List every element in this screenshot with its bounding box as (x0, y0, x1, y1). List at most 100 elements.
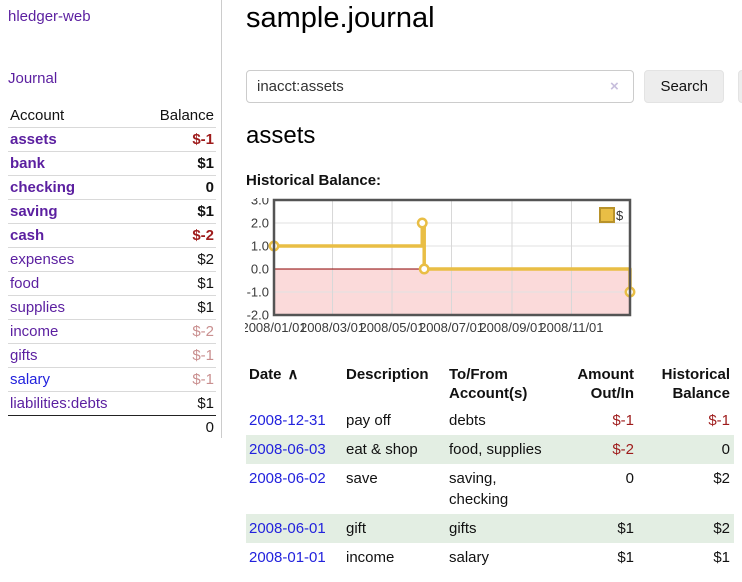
help-button[interactable]: ? (738, 70, 742, 103)
account-link[interactable]: gifts (10, 347, 38, 364)
account-balance: $-2 (192, 323, 214, 340)
transaction-balance: $1 (713, 549, 730, 566)
transaction-balance: $2 (713, 520, 730, 537)
transaction-accounts: salary (449, 549, 490, 566)
transaction-amount: $1 (617, 549, 634, 566)
account-heading: assets (246, 122, 316, 149)
account-link[interactable]: liabilities:debts (10, 395, 108, 412)
transaction-date-link[interactable]: 2008-06-02 (249, 470, 326, 487)
transaction-date-link[interactable]: 2008-12-31 (249, 412, 326, 429)
svg-text:-2.0: -2.0 (247, 308, 269, 323)
register-header-to-from-account-s-[interactable]: To/From Account(s) (446, 362, 558, 406)
transaction-date-link[interactable]: 2008-06-03 (249, 441, 326, 458)
sidebar-item-journal[interactable]: Journal (8, 70, 58, 87)
register-row: 2008-06-01 gift gifts $1 $2 (246, 514, 734, 543)
register-row: 2008-01-01 income salary $1 $1 (246, 543, 734, 572)
search-button[interactable]: Search (644, 70, 724, 103)
transaction-accounts: food, supplies (449, 441, 542, 458)
account-link[interactable]: income (10, 323, 59, 340)
account-link[interactable]: bank (10, 155, 46, 172)
transaction-date-link[interactable]: 2008-06-01 (249, 520, 326, 537)
transaction-amount: $-1 (612, 412, 634, 429)
account-balance: $-1 (192, 131, 214, 148)
svg-text:-1.0: -1.0 (247, 285, 269, 300)
app-title-link[interactable]: hledger-web (8, 8, 91, 25)
account-balance: $1 (197, 299, 214, 316)
register-row: 2008-06-03 eat & shop food, supplies $-2… (246, 435, 734, 464)
transaction-accounts: saving, checking (449, 470, 509, 508)
register-table: Date ∧ Description To/From Account(s) Amount… (246, 362, 734, 572)
account-link[interactable]: checking (10, 179, 76, 196)
transaction-description: income (346, 549, 395, 566)
svg-text:0.0: 0.0 (251, 262, 269, 277)
accounts-header-account: Account (10, 107, 65, 124)
accounts-total-row: 0 (8, 415, 216, 440)
account-link[interactable]: salary (10, 371, 51, 388)
register-header-description[interactable]: Description (343, 362, 446, 406)
transaction-amount: 0 (625, 470, 634, 487)
transaction-description: save (346, 470, 378, 487)
account-row: supplies $1 (8, 295, 216, 320)
account-link[interactable]: expenses (10, 251, 75, 268)
account-balance: $1 (197, 203, 214, 220)
account-balance: 0 (205, 179, 214, 196)
account-row: assets $-1 (8, 127, 216, 152)
svg-text:2008/07/01: 2008/07/01 (419, 320, 484, 335)
search-input[interactable] (246, 70, 634, 103)
sidebar: hledger-web Journal Account Balance asse… (0, 0, 222, 438)
transaction-balance: $-1 (708, 412, 730, 429)
column-label: Description (346, 366, 429, 383)
account-balance: $-1 (192, 371, 214, 388)
register-header-historical-balance[interactable]: Historical Balance (638, 362, 734, 406)
register-row: 2008-06-02 save saving, checking 0 $2 (246, 464, 734, 514)
svg-text:2.0: 2.0 (251, 216, 269, 231)
account-row: gifts $-1 (8, 343, 216, 368)
svg-text:3.0: 3.0 (251, 198, 269, 208)
account-balance: $1 (197, 395, 214, 412)
accounts-table: Account Balance assets $-1 bank $1 (8, 104, 216, 439)
page-title: sample.journal (246, 2, 435, 34)
account-link[interactable]: saving (10, 203, 58, 220)
account-balance: $-1 (192, 347, 214, 364)
account-row: income $-2 (8, 319, 216, 344)
account-row: liabilities:debts $1 (8, 391, 216, 416)
column-label: To/From Account(s) (449, 366, 528, 402)
historical-balance-chart: 3.0 2.0 1.0 0.0 -1.0 -2.0 2008/01/01 2008/03/01… (241, 193, 742, 348)
accounts-total-value: 0 (205, 419, 214, 436)
column-label: Amount Out/In (577, 366, 634, 402)
column-label: Date (249, 366, 282, 383)
account-link[interactable]: food (10, 275, 40, 292)
account-row: food $1 (8, 271, 216, 296)
account-row: salary $-1 (8, 367, 216, 392)
transaction-amount: $-2 (612, 441, 634, 458)
transaction-accounts: debts (449, 412, 486, 429)
transaction-amount: $1 (617, 520, 634, 537)
svg-text:2008/01/01: 2008/01/01 (245, 320, 307, 335)
clear-search-icon[interactable]: × (610, 78, 619, 95)
transaction-description: eat & shop (346, 441, 418, 458)
account-balance: $1 (197, 155, 214, 172)
accounts-header-balance: Balance (159, 107, 214, 124)
sort-ascending-icon: ∧ (287, 366, 299, 383)
register-header-amount-out-in[interactable]: Amount Out/In (558, 362, 638, 406)
account-row: expenses $2 (8, 247, 216, 272)
account-link[interactable]: supplies (10, 299, 66, 316)
transaction-accounts: gifts (449, 520, 477, 537)
account-link[interactable]: cash (10, 227, 45, 244)
transaction-description: gift (346, 520, 367, 537)
account-row: saving $1 (8, 199, 216, 224)
transaction-balance: $2 (713, 470, 730, 487)
search-bar: × Search ? (246, 70, 742, 103)
svg-text:1.0: 1.0 (251, 239, 269, 254)
accounts-header-row: Account Balance (8, 104, 216, 128)
register-header-date[interactable]: Date ∧ (246, 362, 343, 406)
account-balance: $1 (197, 275, 214, 292)
chart-canvas: 3.0 2.0 1.0 0.0 -1.0 -2.02008/01/012008/03/01… (241, 193, 636, 335)
register-row: 2008-12-31 pay off debts $-1 $-1 (246, 406, 734, 435)
svg-text:2008/05/01: 2008/05/01 (359, 320, 424, 335)
svg-text:2008/03/01: 2008/03/01 (300, 320, 365, 335)
account-link[interactable]: assets (10, 131, 57, 148)
transaction-date-link[interactable]: 2008-01-01 (249, 549, 326, 566)
transaction-balance: 0 (721, 441, 730, 458)
column-label: Historical Balance (661, 366, 730, 402)
